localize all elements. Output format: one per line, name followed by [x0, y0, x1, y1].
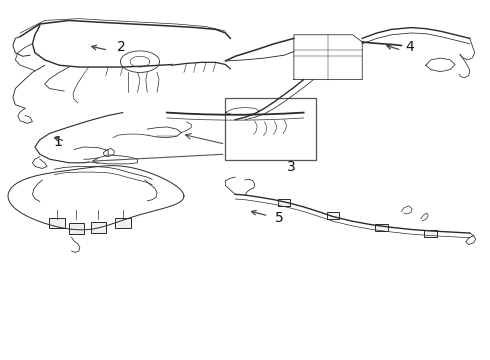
FancyBboxPatch shape — [115, 218, 131, 228]
Bar — [225, 98, 316, 160]
FancyBboxPatch shape — [278, 199, 291, 206]
Text: 1: 1 — [54, 135, 63, 149]
FancyBboxPatch shape — [424, 230, 437, 237]
FancyBboxPatch shape — [49, 218, 65, 228]
FancyBboxPatch shape — [91, 222, 106, 233]
FancyBboxPatch shape — [327, 212, 339, 220]
FancyBboxPatch shape — [69, 223, 84, 234]
Text: 5: 5 — [275, 211, 284, 225]
Text: 4: 4 — [406, 40, 415, 54]
Text: 3: 3 — [287, 161, 296, 175]
Text: 2: 2 — [118, 40, 126, 54]
FancyBboxPatch shape — [375, 224, 388, 231]
